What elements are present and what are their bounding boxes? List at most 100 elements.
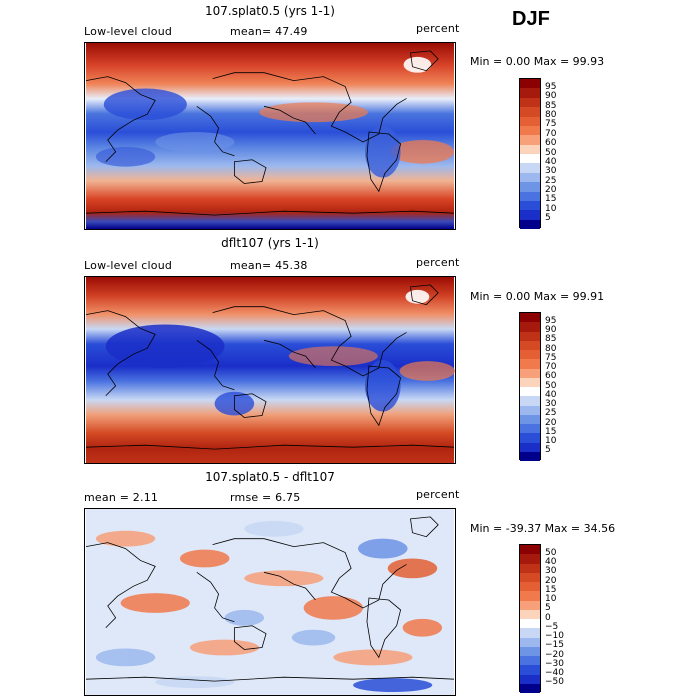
panel-3-rmse-label: rmse = 6.75 xyxy=(230,491,301,504)
colorbar-level-label: 80 xyxy=(545,110,557,120)
panel-2-colorbar: 95 90 85 80 75 70 60 50 40 30 25 20 15 10 5 xyxy=(519,312,589,461)
colorbar-swatch xyxy=(520,554,540,564)
colorbar-swatch xyxy=(520,674,540,684)
colorbar-swatch xyxy=(520,405,540,415)
colorbar-level-label: 25 xyxy=(545,408,557,419)
colorbar-level-label: 90 xyxy=(545,91,557,102)
colorbar-level-label: 5 xyxy=(545,445,551,456)
panel-1-title: 107.splat0.5 (yrs 1-1) xyxy=(205,4,335,18)
colorbar-swatch xyxy=(520,683,540,693)
colorbar-swatch xyxy=(520,97,540,108)
colorbar-level-label: −30 xyxy=(545,658,564,669)
colorbar-level-label: 50 xyxy=(545,147,557,158)
colorbar-swatch xyxy=(520,582,540,592)
panel-3-field xyxy=(85,509,455,695)
colorbar-swatch xyxy=(520,665,540,675)
panel-3-map xyxy=(84,508,456,696)
panel-1-map xyxy=(84,42,456,230)
colorbar-level-label: 20 xyxy=(545,417,557,428)
colorbar-swatch xyxy=(520,368,540,378)
colorbar-swatch xyxy=(520,154,540,164)
colorbar-level-label: 15 xyxy=(545,584,557,595)
colorbar-level-label: 50 xyxy=(545,547,557,558)
colorbar-level-label: 85 xyxy=(545,100,557,111)
colorbar-swatch xyxy=(520,451,540,461)
colorbar-level-label: 95 xyxy=(545,315,557,326)
colorbar-box xyxy=(519,78,541,229)
colorbar-level-label: 95 xyxy=(545,81,557,92)
colorbar-swatch xyxy=(520,572,540,582)
colorbar-level-label: 15 xyxy=(545,194,557,205)
colorbar-level-label: 10 xyxy=(545,594,557,604)
colorbar-level-label: 75 xyxy=(545,352,557,363)
colorbar-level-label: 30 xyxy=(545,166,557,177)
colorbar-level-label: −20 xyxy=(545,649,564,660)
colorbar-swatch xyxy=(520,387,540,397)
colorbar-swatch xyxy=(520,442,540,452)
colorbar-swatch xyxy=(520,313,540,323)
panel-2-title: dflt107 (yrs 1-1) xyxy=(221,236,319,250)
colorbar-swatch xyxy=(520,116,540,126)
colorbar-swatch xyxy=(520,191,540,201)
panel-1-mean-label: mean= 47.49 xyxy=(230,25,308,38)
colorbar-swatch xyxy=(520,359,540,369)
colorbar-level-label: 15 xyxy=(545,426,557,437)
colorbar-level-label: 75 xyxy=(545,119,557,130)
colorbar-level-label: 85 xyxy=(545,334,557,345)
colorbar-level-label: 0 xyxy=(545,612,551,623)
colorbar-level-label: 30 xyxy=(545,566,557,577)
panel-3-minmax: Min = -39.37 Max = 34.56 xyxy=(470,522,616,535)
panel-1-colorbar: 95 90 85 80 75 70 60 50 40 30 25 20 15 10 5 xyxy=(519,78,589,229)
colorbar-swatch xyxy=(520,396,540,406)
colorbar-swatch xyxy=(520,172,540,183)
colorbar-swatch xyxy=(520,144,540,154)
colorbar-swatch xyxy=(520,163,540,173)
colorbar-level-label: 10 xyxy=(545,203,557,214)
colorbar-swatch xyxy=(520,79,540,89)
panel-3-colorbar: 50 40 30 20 15 10 5 0 −5 −10 −15 −20 −30 −40 −50 xyxy=(519,544,589,693)
panel-1-field xyxy=(85,43,455,229)
colorbar-swatch xyxy=(520,433,540,443)
colorbar-swatch xyxy=(520,350,540,360)
colorbar-swatch xyxy=(520,210,540,220)
colorbar-swatch xyxy=(520,600,540,610)
panel-2-minmax: Min = 0.00 Max = 99.91 xyxy=(470,290,605,303)
colorbar-level-label: −40 xyxy=(545,668,564,678)
colorbar-level-label: 5 xyxy=(545,213,551,224)
panel-2-units-label: percent xyxy=(416,256,460,269)
colorbar-swatch xyxy=(520,135,540,145)
colorbar-swatch xyxy=(520,646,540,656)
panel-2-map xyxy=(84,276,456,464)
panel-2-mean-label: mean= 45.38 xyxy=(230,259,308,272)
colorbar-swatch xyxy=(520,414,540,424)
colorbar-swatch xyxy=(520,545,540,555)
colorbar-level-label: 60 xyxy=(545,371,557,382)
colorbar-level-label: −5 xyxy=(545,621,559,632)
colorbar-swatch xyxy=(520,107,540,117)
colorbar-level-label: 25 xyxy=(545,175,557,186)
season-label: DJF xyxy=(512,8,550,30)
panel-3-mean-label: mean = 2.11 xyxy=(84,491,159,504)
panel-1-minmax: Min = 0.00 Max = 99.93 xyxy=(470,55,605,68)
colorbar-swatch xyxy=(520,619,540,629)
colorbar-swatch xyxy=(520,609,540,619)
colorbar-swatch xyxy=(520,322,540,332)
colorbar-level-label: 80 xyxy=(545,343,557,354)
panel-1-units-label: percent xyxy=(416,22,460,35)
colorbar-level-label: 70 xyxy=(545,362,557,372)
colorbar-swatch xyxy=(520,200,540,211)
colorbar-level-label: −50 xyxy=(545,677,564,688)
colorbar-level-label: 20 xyxy=(545,185,557,195)
colorbar-swatch xyxy=(520,219,540,229)
colorbar-swatch xyxy=(520,88,540,98)
colorbar-swatch xyxy=(520,591,540,601)
colorbar-swatch xyxy=(520,628,540,638)
colorbar-box xyxy=(519,312,541,461)
panel-1-left-label: Low-level cloud xyxy=(84,25,173,38)
colorbar-level-label: 60 xyxy=(545,138,557,149)
colorbar-swatch xyxy=(520,340,540,350)
colorbar-swatch xyxy=(520,331,540,341)
colorbar-level-label: 90 xyxy=(545,325,557,335)
colorbar-swatch xyxy=(520,377,540,387)
colorbar-level-label: 40 xyxy=(545,156,557,167)
